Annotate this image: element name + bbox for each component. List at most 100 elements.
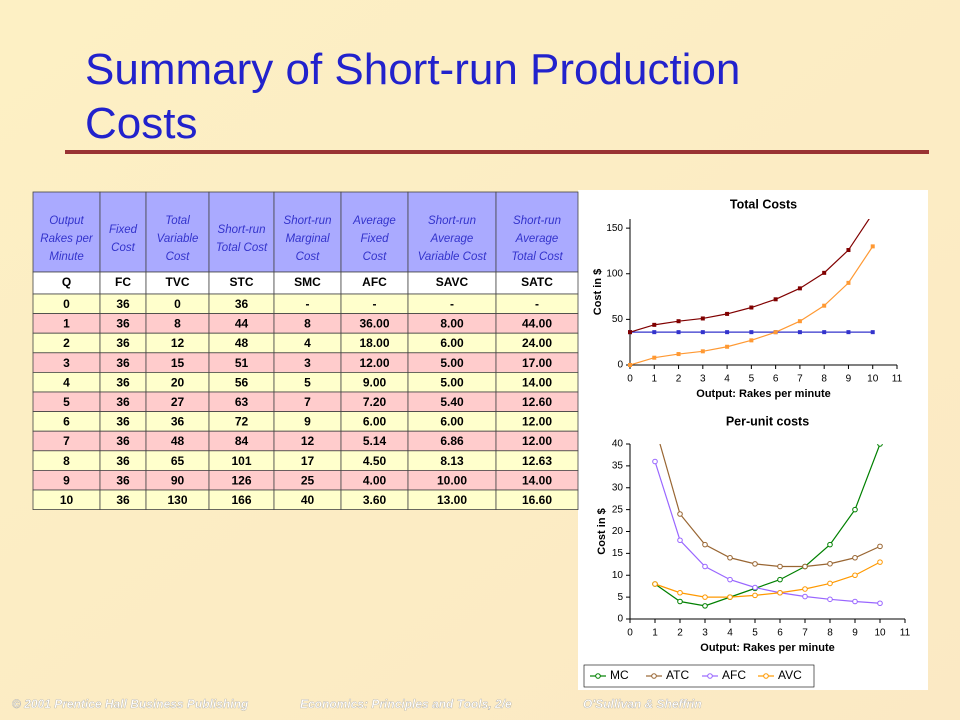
x-tick-label: 2 bbox=[677, 628, 683, 639]
point bbox=[777, 576, 783, 583]
cell-text: 36 bbox=[116, 434, 130, 448]
column-title: Average bbox=[352, 215, 396, 227]
point bbox=[652, 322, 657, 327]
cell-text: 44 bbox=[235, 317, 249, 331]
cell-text: 48 bbox=[171, 434, 185, 448]
column-title: Fixed bbox=[360, 233, 389, 245]
column-header: Q bbox=[62, 275, 71, 289]
x-tick-label: 4 bbox=[724, 374, 730, 385]
x-axis-label: Output: Rakes per minute bbox=[696, 388, 830, 400]
y-tick-label: 150 bbox=[606, 223, 623, 234]
header-cell bbox=[495, 191, 579, 273]
x-tick-label: 11 bbox=[892, 374, 903, 385]
cell-text: 16.60 bbox=[522, 493, 552, 507]
cell-text: 9.00 bbox=[363, 375, 387, 389]
y-tick-label: 15 bbox=[612, 548, 624, 559]
cell-text: 36 bbox=[171, 415, 185, 429]
column-header: SMC bbox=[294, 275, 321, 289]
cell-text: 27 bbox=[171, 395, 185, 409]
cell-text: 36 bbox=[116, 297, 130, 311]
y-tick-label: 10 bbox=[612, 570, 624, 581]
x-tick-label: 7 bbox=[802, 628, 808, 639]
column-title: Variable Cost bbox=[418, 251, 487, 263]
point bbox=[852, 506, 858, 513]
x-tick-label: 5 bbox=[752, 628, 758, 639]
point bbox=[852, 598, 858, 605]
point bbox=[749, 338, 754, 343]
cell-text: 166 bbox=[231, 493, 251, 507]
point bbox=[802, 593, 808, 600]
cell-text: 36 bbox=[116, 454, 130, 468]
cell-text: 3 bbox=[304, 356, 311, 370]
point bbox=[877, 444, 883, 447]
cell-text: 12.00 bbox=[359, 356, 389, 370]
point bbox=[773, 297, 778, 302]
point bbox=[676, 319, 681, 324]
point bbox=[727, 554, 733, 561]
column-header: AFC bbox=[362, 275, 387, 289]
legend-marker bbox=[595, 673, 601, 679]
cell-text: 8 bbox=[174, 317, 181, 331]
point bbox=[797, 330, 802, 335]
cell-text: 126 bbox=[231, 473, 251, 487]
legend-label: AVC bbox=[778, 668, 802, 682]
x-tick-label: 6 bbox=[777, 628, 783, 639]
point bbox=[676, 330, 681, 335]
cell-text: 5 bbox=[304, 375, 311, 389]
legend-marker bbox=[707, 673, 713, 679]
point bbox=[822, 330, 827, 335]
column-title: Total Cost bbox=[216, 242, 268, 254]
cell-text: 36 bbox=[116, 493, 130, 507]
point bbox=[802, 563, 808, 570]
column-title: Short-run bbox=[513, 215, 561, 227]
cell-text: 0 bbox=[174, 297, 181, 311]
column-title: Total bbox=[165, 215, 190, 227]
cell-text: 36 bbox=[116, 375, 130, 389]
cell-text: 44.00 bbox=[522, 317, 552, 331]
y-tick-label: 35 bbox=[612, 461, 624, 472]
point bbox=[846, 248, 851, 253]
point bbox=[652, 458, 658, 465]
point bbox=[652, 581, 658, 587]
point bbox=[846, 330, 851, 335]
column-title: Average bbox=[515, 233, 559, 245]
column-title: Rakes per bbox=[40, 233, 94, 245]
series-line bbox=[654, 444, 881, 607]
point bbox=[822, 303, 827, 308]
point bbox=[749, 305, 754, 310]
cell-text: 36 bbox=[116, 415, 130, 429]
x-tick-label: 0 bbox=[627, 374, 633, 385]
point bbox=[727, 576, 733, 583]
y-tick-label: 50 bbox=[612, 314, 624, 325]
column-title: Average bbox=[430, 233, 474, 245]
point bbox=[752, 561, 758, 567]
cell-text: 84 bbox=[235, 434, 249, 448]
table-cell bbox=[495, 489, 579, 511]
cell-text: 36 bbox=[116, 317, 130, 331]
table: Output Rakes per Minute Q Fixed Cost FC Total Va… bbox=[32, 191, 579, 511]
point bbox=[676, 352, 681, 357]
column-header: FC bbox=[115, 275, 131, 289]
legend-box bbox=[583, 664, 815, 688]
cell-text: 6 bbox=[63, 415, 70, 429]
slide-title-line: Costs bbox=[85, 99, 197, 148]
x-tick-label: 7 bbox=[797, 374, 803, 385]
cell-text: 51 bbox=[235, 356, 249, 370]
cell-text: - bbox=[535, 297, 539, 311]
cell-text: 72 bbox=[235, 415, 249, 429]
column-header: STC bbox=[230, 275, 254, 289]
cell-text: 17 bbox=[301, 454, 315, 468]
cell-text: 3 bbox=[63, 356, 70, 370]
cell-text: 5.40 bbox=[440, 395, 464, 409]
cell-text: - bbox=[450, 297, 454, 311]
y-tick-label: 5 bbox=[617, 592, 623, 603]
cell-text: 24.00 bbox=[522, 336, 552, 350]
cell-text: - bbox=[373, 297, 377, 311]
point bbox=[702, 541, 708, 548]
cell-text: 13.00 bbox=[437, 493, 467, 507]
cell-text: 5.14 bbox=[363, 434, 387, 448]
point bbox=[677, 589, 683, 596]
